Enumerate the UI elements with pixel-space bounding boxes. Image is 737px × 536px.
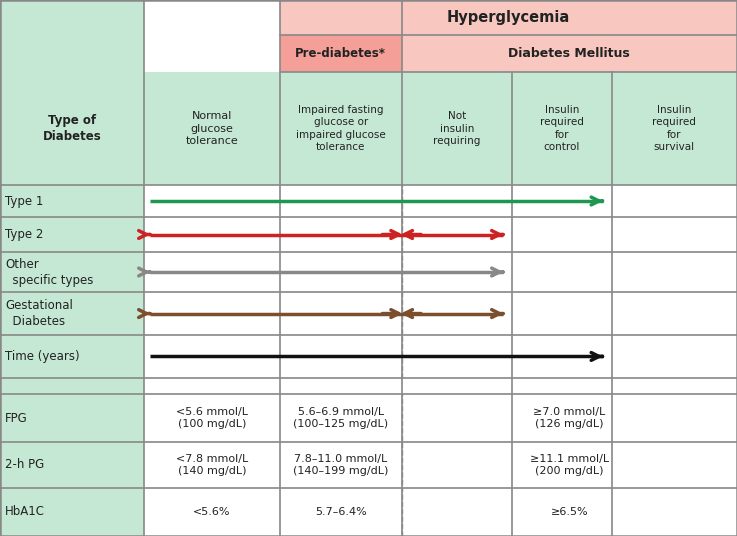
- Bar: [402, 35, 737, 72]
- Text: Normal
glucose
tolerance: Normal glucose tolerance: [186, 111, 238, 146]
- Text: <5.6%: <5.6%: [193, 507, 231, 517]
- Text: 5.6–6.9 mmol/L
(100–125 mg/dL): 5.6–6.9 mmol/L (100–125 mg/dL): [293, 407, 388, 429]
- Text: <5.6 mmol/L
(100 mg/dL): <5.6 mmol/L (100 mg/dL): [176, 407, 248, 429]
- Text: ≥7.0 mmol/L
(126 mg/dL): ≥7.0 mmol/L (126 mg/dL): [533, 407, 606, 429]
- Bar: [0, 394, 737, 536]
- Text: Insulin
required
for
control: Insulin required for control: [540, 105, 584, 152]
- Text: 5.7–6.4%: 5.7–6.4%: [315, 507, 367, 517]
- Text: 2-h PG: 2-h PG: [5, 458, 44, 472]
- Bar: [0, 394, 144, 536]
- Text: HbA1C: HbA1C: [5, 505, 45, 518]
- Text: Diabetes Mellitus: Diabetes Mellitus: [509, 47, 630, 60]
- Text: <7.8 mmol/L
(140 mg/dL): <7.8 mmol/L (140 mg/dL): [175, 454, 248, 476]
- Text: Impaired fasting
glucose or
impaired glucose
tolerance: Impaired fasting glucose or impaired glu…: [296, 105, 385, 152]
- Bar: [0, 72, 737, 185]
- Text: FPG: FPG: [5, 412, 28, 425]
- Text: Type 2: Type 2: [5, 228, 43, 241]
- Text: ≥11.1 mmol/L
(200 mg/dL): ≥11.1 mmol/L (200 mg/dL): [530, 454, 609, 476]
- Bar: [280, 35, 402, 72]
- Text: Type 1: Type 1: [5, 195, 43, 207]
- Text: ≥6.5%: ≥6.5%: [551, 507, 588, 517]
- Bar: [0, 0, 144, 536]
- Text: Pre-diabetes*: Pre-diabetes*: [296, 47, 386, 60]
- Text: 7.8–11.0 mmol/L
(140–199 mg/dL): 7.8–11.0 mmol/L (140–199 mg/dL): [293, 454, 388, 476]
- Bar: [0, 185, 737, 378]
- Text: Other
  specific types: Other specific types: [5, 257, 94, 287]
- Text: Type of
Diabetes: Type of Diabetes: [43, 114, 101, 143]
- Text: Time (years): Time (years): [5, 350, 80, 363]
- Bar: [280, 0, 737, 35]
- Text: Insulin
required
for
survival: Insulin required for survival: [652, 105, 696, 152]
- Bar: [0, 185, 144, 378]
- Text: Hyperglycemia: Hyperglycemia: [447, 10, 570, 25]
- Text: Not
insulin
requiring: Not insulin requiring: [433, 111, 481, 146]
- Text: Gestational
  Diabetes: Gestational Diabetes: [5, 299, 73, 328]
